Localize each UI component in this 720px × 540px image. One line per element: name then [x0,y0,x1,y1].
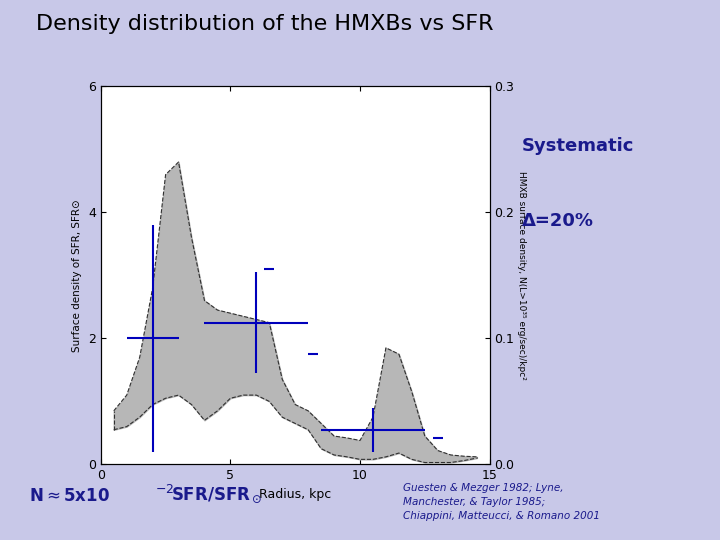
Y-axis label: HMXB surface density, N(L>10³⁵ erg/sec)/kpc²: HMXB surface density, N(L>10³⁵ erg/sec)/… [516,171,526,380]
Text: Systematic: Systematic [522,137,634,155]
Y-axis label: Surface density of SFR, SFR⊙: Surface density of SFR, SFR⊙ [73,199,82,352]
Text: Density distribution of the HMXBs vs SFR: Density distribution of the HMXBs vs SFR [36,14,493,33]
Text: $-2$: $-2$ [155,483,174,496]
X-axis label: Radius, kpc: Radius, kpc [259,488,331,501]
Text: Guesten & Mezger 1982; Lyne,
Manchester, & Taylor 1985;
Chiappini, Matteucci, & : Guesten & Mezger 1982; Lyne, Manchester,… [403,483,600,521]
Text: N$\approx$5x10: N$\approx$5x10 [29,487,109,505]
Text: SFR/SFR$_\odot$: SFR/SFR$_\odot$ [171,485,263,505]
Text: Δ=20%: Δ=20% [522,212,594,231]
